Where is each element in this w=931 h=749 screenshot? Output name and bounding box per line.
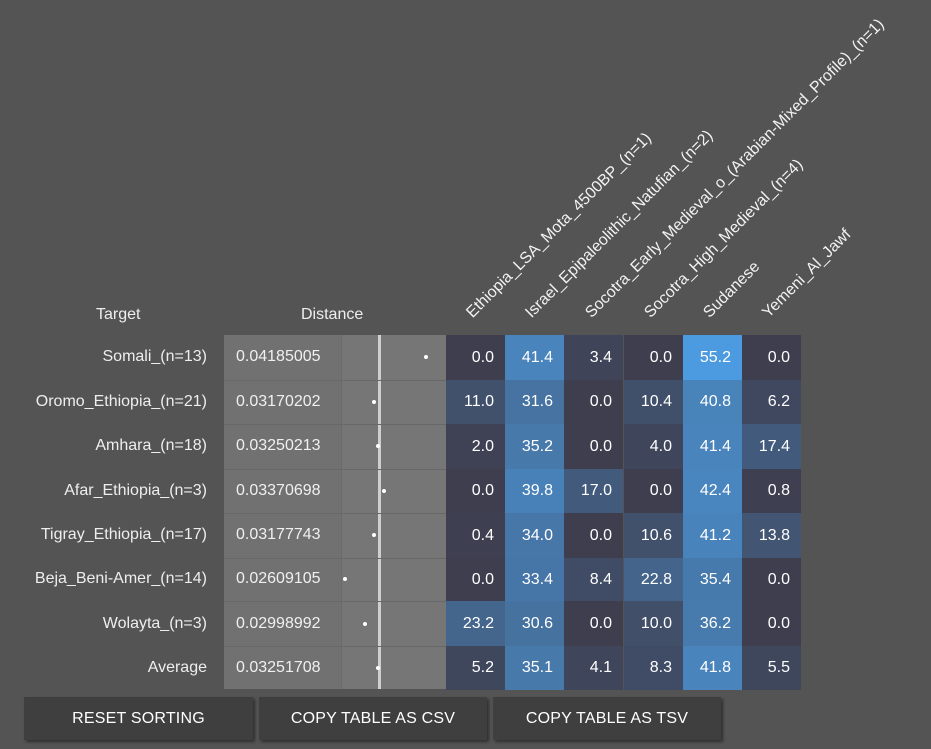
percentage-cell: 5.5 xyxy=(742,646,801,690)
percentage-cell: 0.0 xyxy=(742,335,801,380)
reset-sorting-button[interactable]: RESET SORTING xyxy=(24,697,253,740)
distance-bar-area xyxy=(341,335,447,689)
percentage-cell: 4.0 xyxy=(624,424,683,469)
percentage-cell: 23.2 xyxy=(446,601,505,646)
row-divider xyxy=(224,601,446,602)
percentage-cell: 41.4 xyxy=(505,335,564,380)
row-divider xyxy=(224,513,446,514)
percentage-cell: 30.6 xyxy=(505,601,564,646)
target-name: Tigray_Ethiopia_(n=17) xyxy=(40,526,207,544)
distance-value: 0.03370698 xyxy=(236,481,321,499)
distance-dot xyxy=(371,399,376,404)
percentage-cell: 5.2 xyxy=(446,646,505,690)
percentage-cell: 55.2 xyxy=(683,335,742,380)
distance-value: 0.03177743 xyxy=(236,526,321,544)
percentage-cell: 0.0 xyxy=(446,557,505,602)
percentage-cell: 33.4 xyxy=(505,557,564,602)
row-divider xyxy=(224,557,446,559)
percentage-cell: 2.0 xyxy=(446,424,505,469)
target-name: Somali_(n=13) xyxy=(102,348,208,366)
percentage-cell: 17.0 xyxy=(564,468,623,514)
percentage-cell: 41.4 xyxy=(683,424,742,469)
distance-dot xyxy=(343,577,348,582)
percentage-cell: 6.2 xyxy=(742,379,801,425)
percentage-cell: 34.0 xyxy=(505,513,564,558)
percentage-cell: 0.0 xyxy=(446,468,505,514)
percentage-cell: 8.4 xyxy=(564,557,623,602)
target-name: Afar_Ethiopia_(n=3) xyxy=(64,481,207,499)
distance-dot xyxy=(375,444,380,449)
population-header[interactable]: Yemeni_Al_Jawf xyxy=(759,226,855,322)
target-name: Amhara_(n=18) xyxy=(95,437,207,455)
row-divider xyxy=(224,379,446,381)
percentage-cell: 11.0 xyxy=(446,379,505,425)
percentage-cell: 0.0 xyxy=(742,601,801,646)
percentage-cell: 41.8 xyxy=(683,646,742,690)
percentage-cell: 0.0 xyxy=(564,424,623,469)
percentage-cell: 0.0 xyxy=(624,468,683,514)
target-name: Beja_Beni-Amer_(n=14) xyxy=(34,570,207,588)
percentage-cell: 42.4 xyxy=(683,468,742,514)
distance-dot xyxy=(372,533,377,538)
distance-value: 0.02998992 xyxy=(236,614,321,632)
percentage-cell: 0.4 xyxy=(446,513,505,558)
percentage-cell: 0.0 xyxy=(564,379,623,425)
percentage-cell: 0.0 xyxy=(624,335,683,380)
percentage-cell: 8.3 xyxy=(624,646,683,690)
row-divider xyxy=(224,424,446,425)
distance-dot xyxy=(362,621,367,626)
target-name: Wolayta_(n=3) xyxy=(102,614,207,632)
percentage-cell: 10.4 xyxy=(624,379,683,425)
percentage-cell: 39.8 xyxy=(505,468,564,514)
percentage-cell: 36.2 xyxy=(683,601,742,646)
copy-csv-button[interactable]: COPY TABLE AS CSV xyxy=(259,697,487,740)
target-name: Oromo_Ethiopia_(n=21) xyxy=(35,392,207,410)
distance-value: 0.02609105 xyxy=(236,570,321,588)
distance-value: 0.03251708 xyxy=(236,658,321,676)
percentage-cell: 35.2 xyxy=(505,424,564,469)
target-column-header[interactable]: Target xyxy=(96,306,141,323)
percentage-cell: 35.1 xyxy=(505,646,564,690)
percentage-cell: 13.8 xyxy=(742,513,801,558)
percentage-cell: 22.8 xyxy=(624,557,683,602)
distance-value: 0.04185005 xyxy=(236,348,321,366)
row-divider xyxy=(224,468,446,470)
distance-dot xyxy=(381,488,386,493)
percentage-cell: 0.0 xyxy=(564,513,623,558)
row-divider xyxy=(224,646,446,647)
distance-dot xyxy=(375,665,380,670)
distance-column-header[interactable]: Distance xyxy=(301,306,364,323)
distance-dot xyxy=(423,355,428,360)
percentage-cell: 4.1 xyxy=(564,646,623,690)
percentage-cell: 0.0 xyxy=(742,557,801,602)
target-name: Average xyxy=(147,658,207,676)
copy-tsv-button[interactable]: COPY TABLE AS TSV xyxy=(493,697,721,740)
percentage-cell: 3.4 xyxy=(564,335,623,380)
percentage-cell: 41.2 xyxy=(683,513,742,558)
distance-value: 0.03170202 xyxy=(236,392,321,410)
distance-value: 0.03250213 xyxy=(236,437,321,455)
percentage-cell: 40.8 xyxy=(683,379,742,425)
population-header[interactable]: Sudanese xyxy=(700,258,764,322)
percentage-cell: 0.0 xyxy=(446,335,505,380)
percentage-cell: 31.6 xyxy=(505,379,564,425)
percentage-cell: 10.6 xyxy=(624,513,683,558)
distance-reference-line xyxy=(378,335,381,689)
percentage-cell: 0.8 xyxy=(742,468,801,514)
percentage-cell: 0.0 xyxy=(564,601,623,646)
percentage-cell: 35.4 xyxy=(683,557,742,602)
percentage-cell: 10.0 xyxy=(624,601,683,646)
percentage-cell: 17.4 xyxy=(742,424,801,469)
